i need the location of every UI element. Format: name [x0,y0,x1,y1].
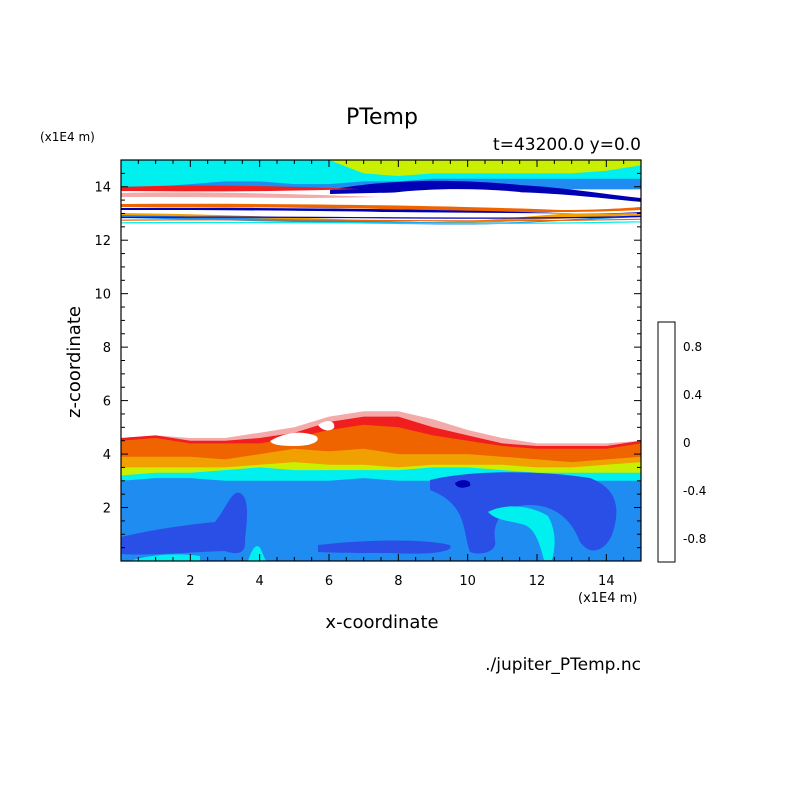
y-tick-label: 14 [94,181,111,196]
upper-white-lens [390,189,522,201]
y-axis-label: z-coordinate [64,306,85,418]
x-tick-label: 10 [459,574,476,589]
contour-details [121,180,641,561]
x-tick-label: 14 [598,574,615,589]
y-tick-label: 8 [103,341,111,356]
thin-contour-1 [121,218,641,222]
colorbar-label: -0.8 [683,532,706,546]
cyan-base-left [130,554,200,561]
colorbar-label: 0 [683,436,691,450]
band-upper-yellow [121,160,641,176]
axis-ticks [120,159,642,562]
chart-title: PTemp [346,105,418,130]
upper-orange-streak [121,203,641,213]
y-tick-label: 10 [94,288,111,303]
x-tick-label: 12 [529,574,546,589]
y-tick-label: 6 [103,395,111,410]
y-tick-label: 12 [94,234,111,249]
x-tick-label: 8 [394,574,402,589]
y-tick-label: 4 [103,448,111,463]
x-tick-label: 6 [325,574,333,589]
y-tick-labels: 2 4 6 8 10 12 14 [94,181,111,517]
deep-eddy-right [430,472,617,554]
source-file-label: ./jupiter_PTemp.nc [485,655,641,675]
x-tick-label: 4 [256,574,264,589]
colorbar-labels: 0.8 0.4 0 -0.4 -0.8 [683,340,706,546]
x-unit-label: (x1E4 m) [578,591,637,606]
x-axis-label: x-coordinate [325,612,438,633]
cyan-patch-right [488,506,555,560]
colorbar-label: 0.8 [683,340,702,354]
navy-spot [455,480,471,488]
cyan-base-mid [248,546,266,561]
y-tick-label: 2 [103,502,111,517]
upper-white-gap [121,197,641,205]
lower-white-pocket-2 [318,421,335,431]
plot-area [121,160,641,561]
x-tick-label: 2 [186,574,194,589]
colorbar [657,321,676,563]
chart-subtitle: t=43200.0 y=0.0 [493,135,641,155]
x-tick-labels: 2 4 6 8 10 12 14 [186,574,614,589]
deep-eddy-mid [318,540,451,554]
upper-white-band [121,210,641,219]
upper-pink-streak [121,192,380,199]
colorbar-label: -0.4 [683,484,706,498]
thin-contour-2 [121,221,641,225]
colorbar-label: 0.4 [683,388,702,402]
deep-eddy-left [121,492,248,555]
colorbar-frame [657,321,676,563]
thin-contour-0 [121,215,641,219]
y-unit-label: (x1E4 m) [40,130,95,144]
lower-white-pocket [270,432,318,446]
upper-red-streak [121,185,360,192]
